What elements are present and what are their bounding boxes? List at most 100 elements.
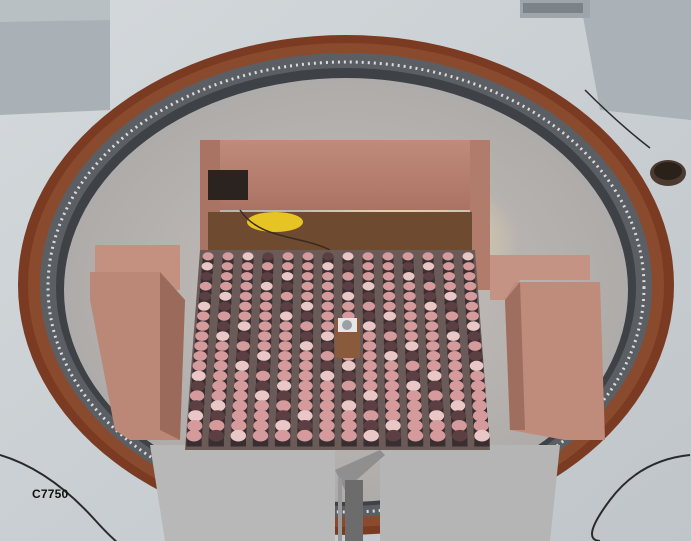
fuel-element-cap bbox=[385, 390, 400, 402]
fuel-element-cap bbox=[202, 252, 214, 261]
fuel-element-body bbox=[382, 256, 394, 265]
fuel-element-cap bbox=[281, 272, 294, 281]
fuel-element-cap bbox=[403, 291, 416, 301]
fuel-element-cap bbox=[406, 370, 420, 382]
cable bbox=[0, 454, 140, 541]
fuel-element-cap bbox=[199, 281, 212, 291]
fuel-element-body bbox=[426, 346, 440, 356]
fuel-element-cap bbox=[256, 370, 270, 382]
fuel-element-cap bbox=[341, 380, 356, 392]
fuel-element-cap bbox=[297, 420, 313, 432]
fuel-element-body bbox=[342, 276, 354, 285]
fuel-element-body bbox=[302, 256, 314, 265]
fuel-element-body bbox=[215, 346, 229, 356]
fuel-element-cap bbox=[321, 301, 334, 311]
fuel-element-cap bbox=[321, 281, 334, 291]
fuel-element-body bbox=[241, 276, 253, 285]
fuel-element-cap bbox=[278, 341, 292, 351]
fuel-element-cap bbox=[231, 420, 247, 432]
fuel-element-cap bbox=[275, 420, 291, 432]
fuel-element-body bbox=[301, 286, 314, 295]
fuel-element-body bbox=[443, 276, 456, 285]
fuel-element-cap bbox=[201, 262, 213, 271]
concrete-block-top-left bbox=[0, 0, 110, 115]
fuel-element-cap bbox=[382, 272, 395, 281]
fuel-element-body bbox=[238, 316, 251, 325]
fuel-element-cap bbox=[407, 429, 424, 442]
fuel-element-cap bbox=[342, 272, 354, 281]
fuel-element-cap bbox=[383, 291, 396, 301]
fuel-element-cap bbox=[301, 291, 314, 301]
fuel-element-cap bbox=[187, 420, 203, 432]
fuel-element-cap bbox=[341, 429, 357, 442]
fuel-element-body bbox=[362, 316, 376, 325]
fuel-element-cap bbox=[471, 390, 487, 402]
fuel-element-body bbox=[236, 346, 250, 356]
fuel-element-cap bbox=[423, 272, 435, 281]
fuel-element-cap bbox=[384, 360, 399, 371]
fuel-element-cap bbox=[320, 341, 335, 351]
fuel-element-body bbox=[423, 286, 436, 295]
fuel-element-cap bbox=[298, 370, 313, 382]
fuel-element-body bbox=[259, 316, 272, 325]
fuel-element-cap bbox=[402, 252, 414, 261]
fuel-element-cap bbox=[232, 400, 248, 412]
fuel-element-cap bbox=[404, 321, 418, 331]
fuel-element-body bbox=[242, 256, 254, 265]
fuel-element-cap bbox=[465, 301, 478, 311]
fuel-element-body bbox=[274, 436, 291, 447]
fuel-element-cap bbox=[384, 380, 399, 392]
fuel-element-cap bbox=[259, 311, 272, 321]
fuel-element-cap bbox=[383, 331, 397, 341]
fuel-element-cap bbox=[341, 420, 357, 432]
shield-wall-right bbox=[505, 282, 605, 440]
fuel-element-body bbox=[322, 256, 334, 265]
fuel-element-cap bbox=[383, 311, 396, 321]
fuel-element-cap bbox=[404, 331, 418, 341]
fuel-element-cap bbox=[430, 429, 446, 442]
fuel-element-cap bbox=[282, 262, 294, 271]
fuel-element-cap bbox=[321, 331, 334, 341]
fuel-element-cap bbox=[321, 311, 334, 321]
bolt-ring bbox=[46, 60, 646, 514]
fuel-element-cap bbox=[450, 390, 465, 402]
fuel-element-cap bbox=[257, 341, 271, 351]
fuel-element-cap bbox=[301, 272, 314, 281]
fuel-element-cap bbox=[425, 311, 438, 321]
fuel-element-body bbox=[281, 276, 294, 285]
fuel-element-body bbox=[466, 316, 479, 325]
fuel-element-cap bbox=[447, 341, 461, 351]
fuel-element-cap bbox=[297, 429, 313, 442]
fuel-element-cap bbox=[362, 301, 375, 311]
fuel-element-body bbox=[322, 276, 334, 285]
fuel-element-body bbox=[464, 286, 477, 295]
fuel-element-cap bbox=[469, 360, 484, 371]
fuel-element-cap bbox=[472, 410, 488, 422]
fuel-element-cap bbox=[362, 281, 375, 291]
fuel-element-cap bbox=[428, 390, 443, 402]
fuel-element-cap bbox=[299, 360, 313, 371]
fuel-element-cap bbox=[342, 281, 355, 291]
fuel-element-cap bbox=[467, 321, 480, 331]
fuel-element-body bbox=[463, 276, 476, 285]
fuel-element-cap bbox=[280, 301, 293, 311]
fuel-element-cap bbox=[427, 370, 442, 382]
fuel-element-body bbox=[260, 286, 273, 295]
fuel-element-cap bbox=[385, 400, 400, 412]
fuel-element-cap bbox=[321, 291, 334, 301]
photo-caption: C7750 bbox=[32, 487, 69, 501]
fuel-element-body bbox=[341, 436, 357, 447]
fuel-element-cap bbox=[193, 351, 207, 361]
fuel-element-cap bbox=[210, 400, 226, 412]
fuel-element-cap bbox=[448, 360, 463, 371]
fuel-element-body bbox=[322, 286, 334, 295]
fuel-element-body bbox=[278, 346, 292, 356]
fuel-element-cap bbox=[254, 400, 269, 412]
fuel-element-cap bbox=[198, 301, 211, 311]
shield-wall-top bbox=[200, 140, 490, 220]
fuel-element-cap bbox=[362, 331, 376, 341]
fuel-element-cap bbox=[448, 370, 463, 382]
floor-plate-bottom-left bbox=[150, 445, 335, 541]
fuel-element-body bbox=[302, 266, 314, 275]
fuel-element-body bbox=[402, 266, 414, 275]
